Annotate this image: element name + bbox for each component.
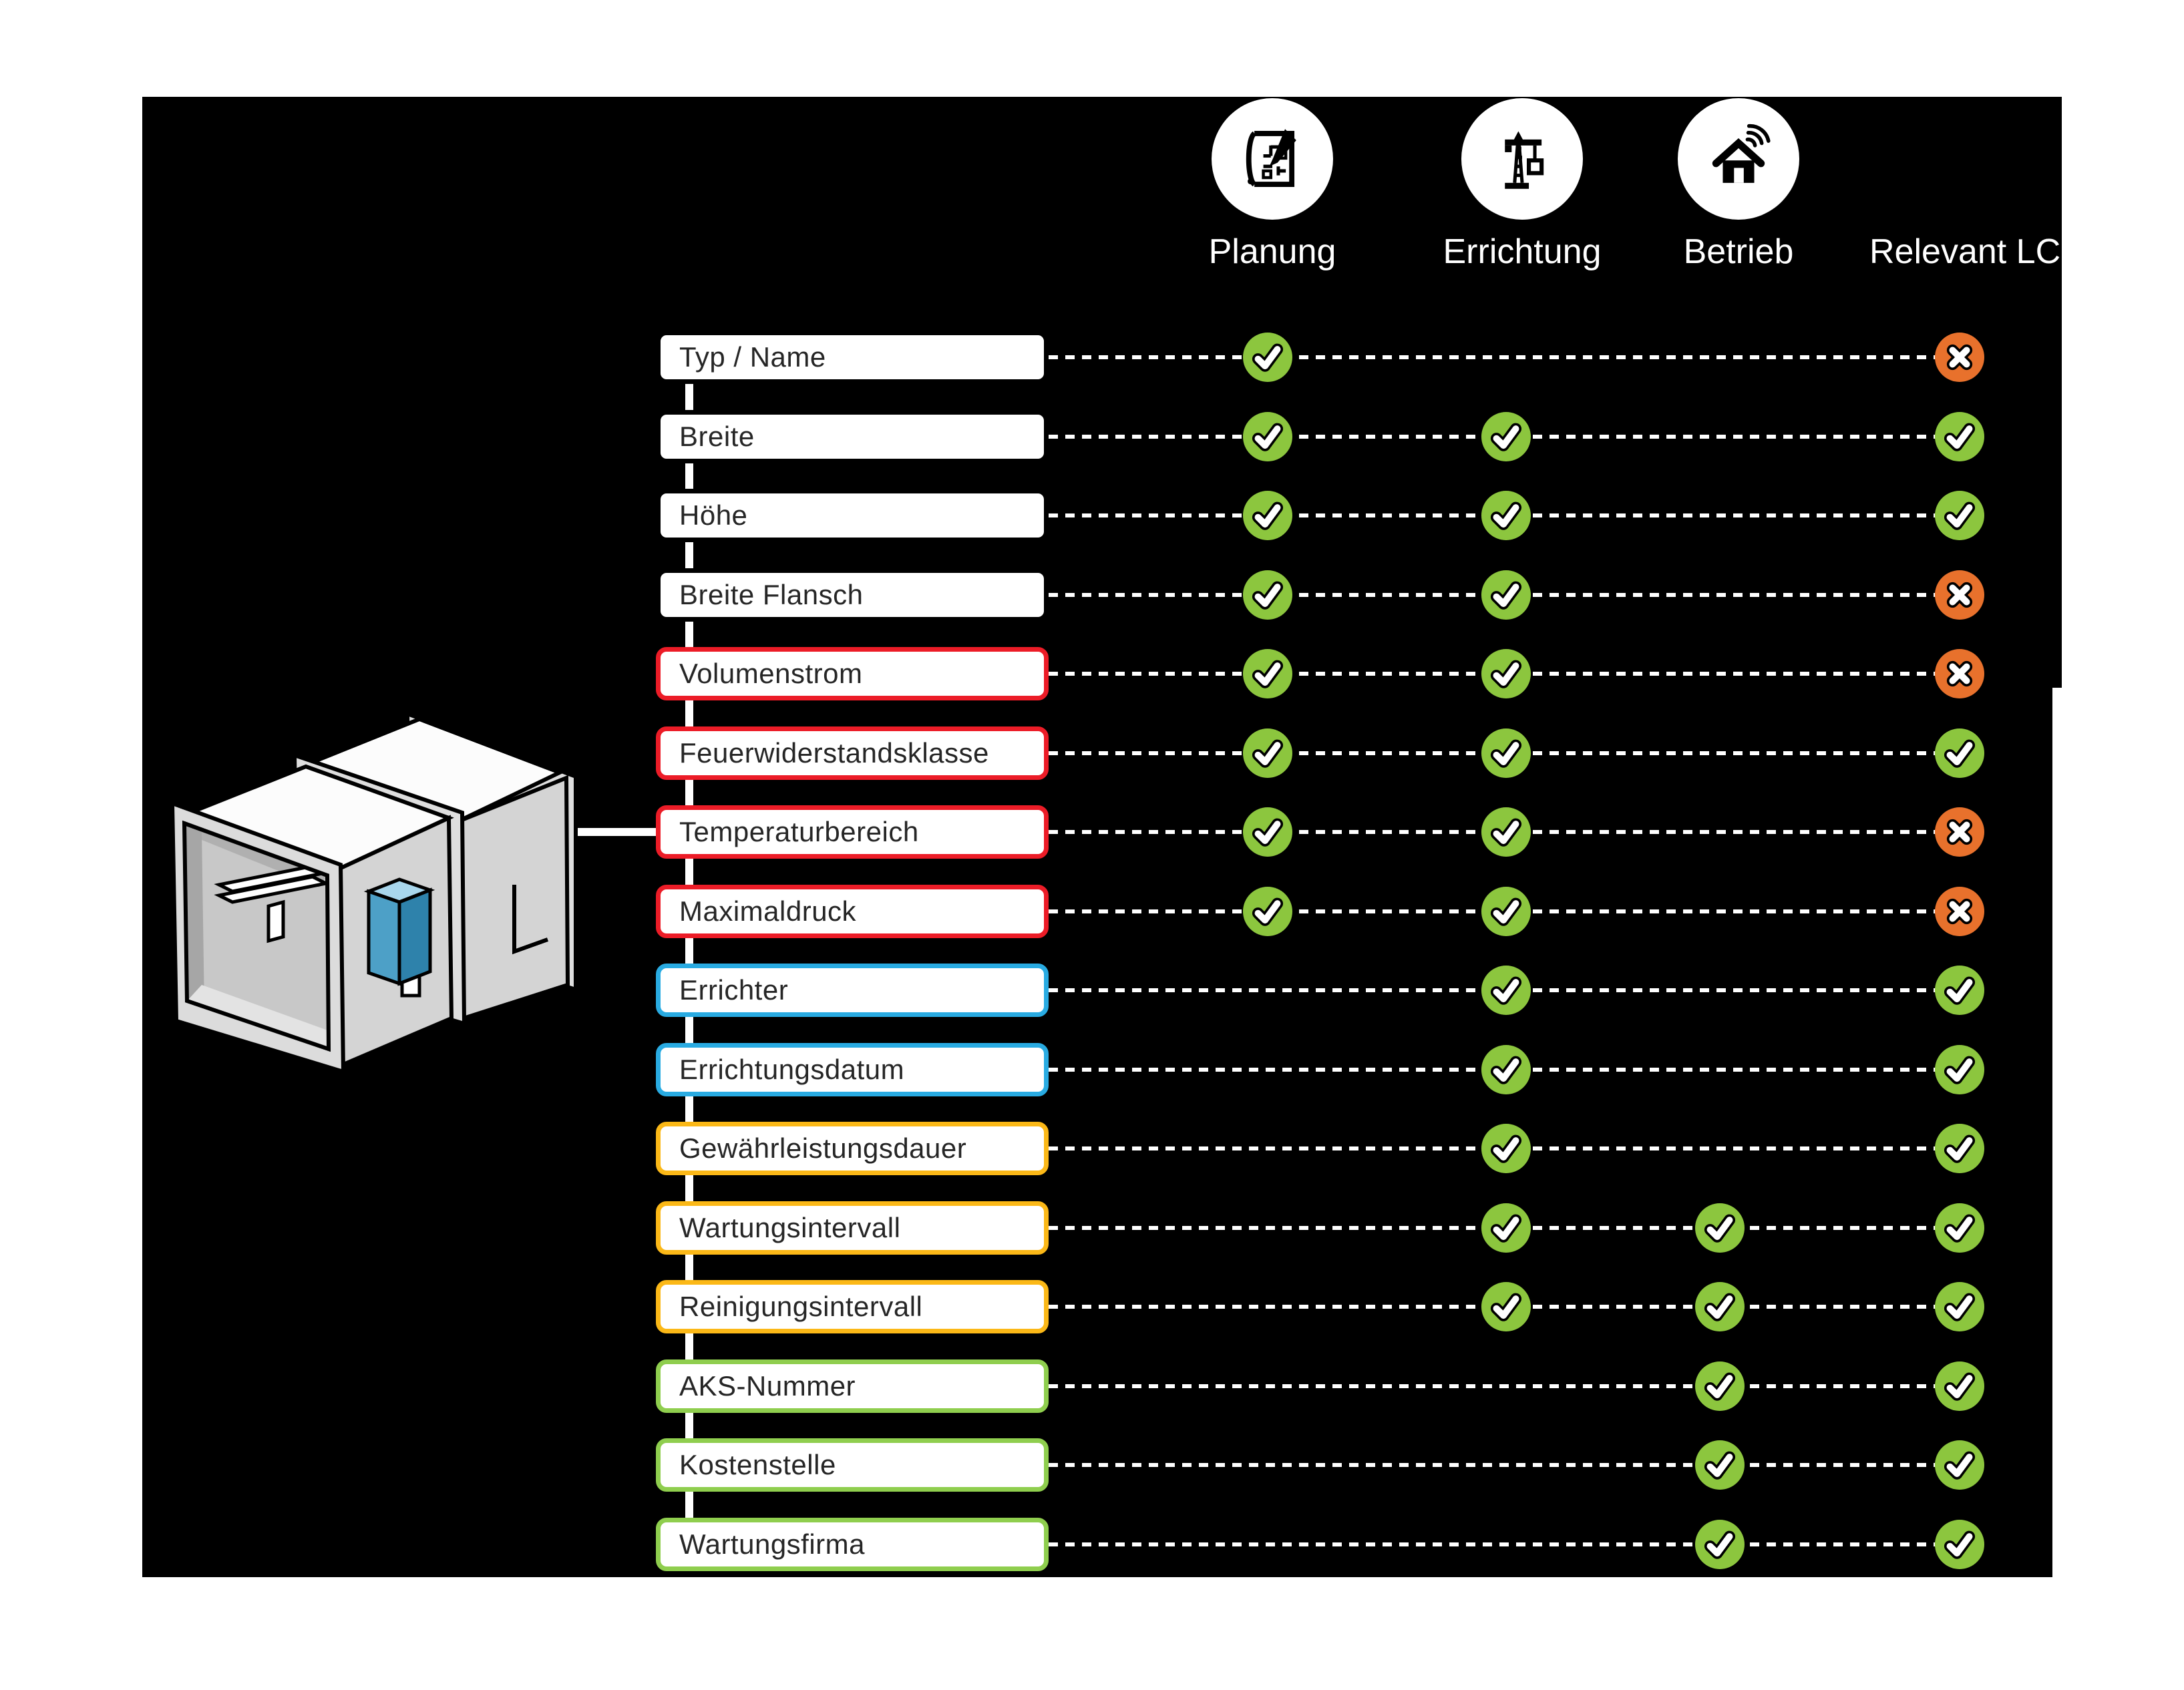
attribute-label: Errichtungsdatum (679, 1054, 905, 1085)
attribute-box: Reinigungsintervall (656, 1280, 1049, 1333)
check-mark (1243, 887, 1292, 936)
check-mark (1935, 1520, 1984, 1569)
page-margin-notch (2052, 688, 2184, 1690)
check-mark (1481, 1203, 1531, 1253)
check-mark (1935, 1203, 1984, 1253)
row-connector-dashed-line (1049, 1542, 1960, 1546)
attribute-label: Kostenstelle (679, 1449, 836, 1480)
attribute-box: Gewährleistungsdauer (656, 1122, 1049, 1175)
attribute-box: Feuerwiderstandsklasse (656, 726, 1049, 780)
check-mark (1481, 412, 1531, 461)
attribute-label: Wartungsintervall (679, 1212, 901, 1243)
check-mark (1481, 1045, 1531, 1094)
check-mark (1243, 333, 1292, 382)
component-connector-line (576, 828, 661, 836)
attribute-label: Typ / Name (679, 341, 826, 373)
attribute-box: Errichtungsdatum (656, 1043, 1049, 1096)
check-mark (1481, 570, 1531, 620)
check-mark (1935, 1440, 1984, 1490)
attribute-box: Maximaldruck (656, 885, 1049, 938)
check-mark (1243, 728, 1292, 778)
attribute-box: AKS-Nummer (656, 1359, 1049, 1413)
attribute-box: Kostenstelle (656, 1438, 1049, 1492)
check-mark (1695, 1282, 1745, 1331)
check-mark (1935, 491, 1984, 540)
check-mark (1935, 966, 1984, 1015)
check-mark (1935, 1282, 1984, 1331)
attribute-box: Höhe (656, 489, 1049, 542)
check-mark (1935, 1124, 1984, 1173)
check-mark (1935, 1045, 1984, 1094)
attribute-label: Breite Flansch (679, 579, 864, 610)
check-mark (1481, 1282, 1531, 1331)
check-mark (1481, 649, 1531, 698)
attribute-label: Wartungsfirma (679, 1528, 866, 1560)
attribute-box: Typ / Name (656, 331, 1049, 384)
check-mark (1695, 1361, 1745, 1411)
phase-circle-errichtung (1461, 98, 1583, 220)
attribute-box: Breite Flansch (656, 568, 1049, 622)
attribute-box: Wartungsfirma (656, 1518, 1049, 1571)
attribute-label: Reinigungsintervall (679, 1291, 923, 1322)
cross-mark (1935, 333, 1984, 382)
phase-label-planung: Planung (1208, 232, 1336, 271)
attribute-label: Volumenstrom (679, 658, 863, 689)
check-mark (1481, 887, 1531, 936)
attribute-label: Temperaturbereich (679, 816, 919, 847)
crane-icon (1505, 131, 1544, 189)
check-mark (1481, 728, 1531, 778)
check-mark (1935, 728, 1984, 778)
row-connector-dashed-line (1049, 1384, 1960, 1388)
cross-mark (1935, 807, 1984, 857)
check-mark (1243, 649, 1292, 698)
attribute-label: Höhe (679, 499, 748, 531)
attribute-label: Feuerwiderstandsklasse (679, 737, 989, 769)
attribute-label: AKS-Nummer (679, 1370, 856, 1402)
check-mark (1243, 491, 1292, 540)
check-mark (1481, 966, 1531, 1015)
phase-circle-betrieb (1678, 98, 1799, 220)
phase-label-relevant-lc: Relevant LC (1869, 232, 2061, 271)
check-mark (1481, 807, 1531, 857)
check-mark (1481, 1124, 1531, 1173)
attribute-box: Temperaturbereich (656, 805, 1049, 859)
matrix-panel: Planung Errichtung Betrieb Relevant LC (142, 97, 2062, 1577)
check-mark (1935, 1361, 1984, 1411)
attribute-label: Gewährleistungsdauer (679, 1132, 967, 1164)
attribute-box: Breite (656, 410, 1049, 463)
attribute-label: Errichter (679, 974, 789, 1006)
phase-label-errichtung: Errichtung (1443, 232, 1602, 271)
check-mark (1243, 412, 1292, 461)
cross-mark (1935, 887, 1984, 936)
check-mark (1695, 1440, 1745, 1490)
check-mark (1695, 1203, 1745, 1253)
check-mark (1935, 412, 1984, 461)
attribute-box: Errichter (656, 964, 1049, 1017)
attribute-box: Volumenstrom (656, 647, 1049, 700)
blueprint-icon (1246, 129, 1296, 187)
attribute-box: Wartungsintervall (656, 1201, 1049, 1255)
check-mark (1481, 491, 1531, 540)
cross-mark (1935, 570, 1984, 620)
check-mark (1243, 570, 1292, 620)
fire-damper-illustration (170, 710, 578, 1072)
smart-home-icon (1712, 124, 1771, 183)
row-connector-dashed-line (1049, 355, 1960, 359)
cross-mark (1935, 649, 1984, 698)
check-mark (1243, 807, 1292, 857)
attribute-label: Maximaldruck (679, 895, 857, 927)
phase-label-betrieb: Betrieb (1683, 232, 1794, 271)
phase-circle-planung (1212, 98, 1333, 220)
row-connector-dashed-line (1049, 1463, 1960, 1467)
attribute-label: Breite (679, 421, 755, 452)
check-mark (1695, 1520, 1745, 1569)
